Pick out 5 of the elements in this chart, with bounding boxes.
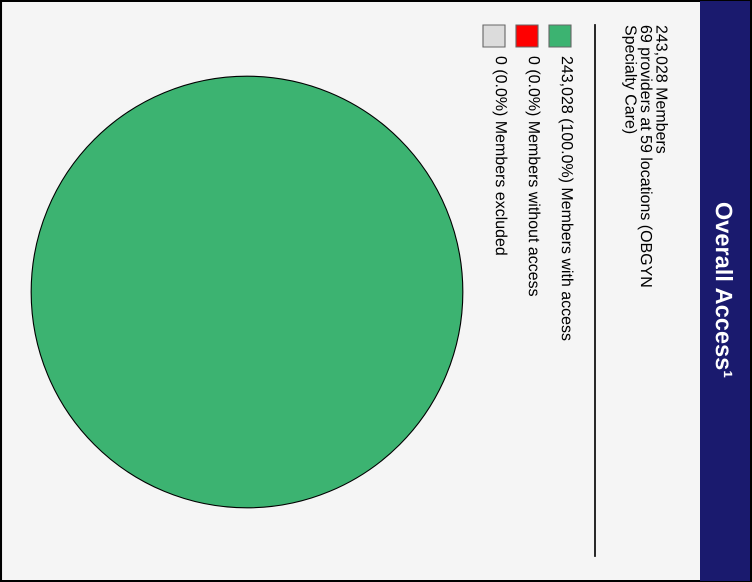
legend-label: 243,028 (100.0%) Members with access <box>558 56 574 340</box>
legend-label: 0 (0.0%) Members excluded <box>492 56 508 255</box>
legend-label: 0 (0.0%) Members without access <box>526 56 540 296</box>
text: 243,028 Members 69 providers at 59 locations (OBGYN Specialty Care) <box>622 26 668 286</box>
text: Overall Access¹ <box>716 202 734 378</box>
